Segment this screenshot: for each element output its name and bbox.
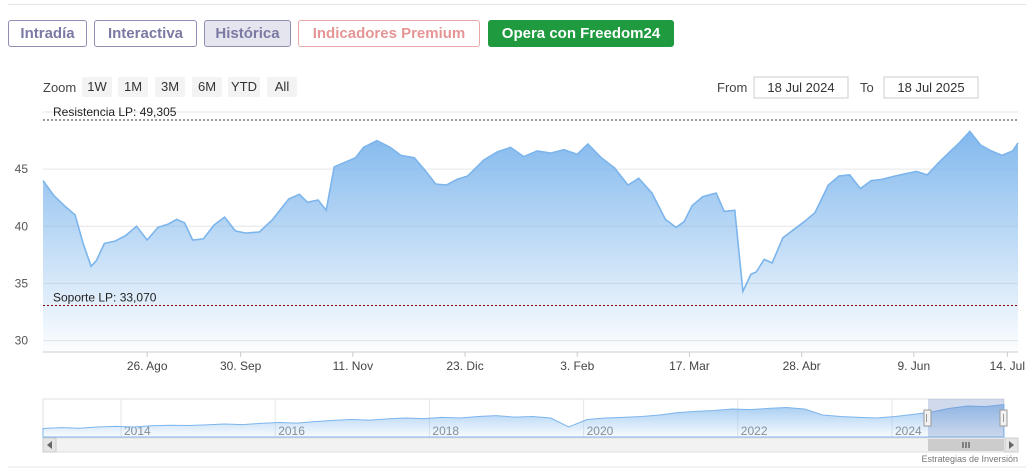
zoom-3m-button[interactable]: 3M: [161, 79, 179, 94]
chart-credit: Estrategias de Inversión: [921, 454, 1018, 464]
navigator-series: [42, 403, 1005, 438]
zoom-1m-button-bg[interactable]: [118, 77, 148, 97]
x-tick-label: 17. Mar: [669, 359, 710, 373]
chevron-left-icon: [47, 441, 52, 449]
price-area: [43, 131, 1018, 352]
zoom-buttons: 1W 1M 3M 6M YTD All: [82, 77, 297, 97]
x-tick-label: 30. Sep: [220, 359, 262, 373]
x-tick-label: 9. Jun: [897, 359, 930, 373]
zoom-6m-button[interactable]: 6M: [198, 79, 216, 94]
to-date-value: 18 Jul 2025: [897, 80, 964, 95]
from-date-value: 18 Jul 2024: [767, 80, 834, 95]
y-tick-label: 30: [15, 334, 29, 348]
y-tick-label: 35: [15, 276, 29, 290]
to-label: To: [860, 80, 874, 95]
zoom-3m-button-bg[interactable]: [155, 77, 185, 97]
from-date-input[interactable]: [753, 76, 849, 99]
opera-freedom24-button[interactable]: Opera con Freedom24: [488, 20, 674, 47]
level-label: Soporte LP: 33,070: [53, 290, 157, 304]
top-divider: [8, 4, 1026, 5]
scrollbar: [42, 437, 1019, 453]
zoom-label: Zoom: [43, 80, 76, 95]
navigator-left-handle[interactable]: [923, 409, 932, 427]
y-tick-label: 40: [15, 219, 29, 233]
x-tick-label: 14. Jul: [990, 359, 1025, 373]
zoom-6m-button-bg[interactable]: [192, 77, 222, 97]
zoom-1w-button-bg[interactable]: [82, 77, 112, 97]
support-resistance-levels: Resistencia LP: 49,305 Soporte LP: 33,070: [43, 105, 1018, 306]
y-axis-ticks: 30 35 40 45: [15, 162, 29, 347]
x-tick-label: 23. Dic: [446, 359, 483, 373]
zoom-ytd-button[interactable]: YTD: [231, 79, 257, 94]
tab-indicadores-premium[interactable]: Indicadores Premium: [298, 20, 480, 47]
x-tick-label: 3. Feb: [560, 359, 594, 373]
navigator: 201420162018202020222024: [42, 398, 1008, 438]
price-line: [42, 130, 1019, 295]
from-label: From: [717, 80, 747, 95]
y-tick-label: 45: [15, 162, 29, 176]
x-axis-ticks: 26. Ago 30. Sep 11. Nov 23. Dic 3. Feb 17. Ma…: [127, 352, 1025, 373]
x-tick-label: 11. Nov: [333, 359, 373, 373]
to-date-input[interactable]: [883, 76, 979, 99]
zoom-1m-button[interactable]: 1M: [124, 79, 142, 94]
zoom-ytd-button-bg[interactable]: [228, 77, 260, 97]
level-label: Resistencia LP: 49,305: [53, 105, 177, 119]
x-tick-label: 26. Ago: [127, 359, 168, 373]
navigator-selected-range[interactable]: [928, 399, 1004, 437]
chevron-right-icon: [1009, 441, 1014, 449]
tab-interactiva[interactable]: Interactiva: [94, 20, 197, 47]
scrollbar-track[interactable]: [42, 437, 1019, 453]
tab-historica[interactable]: Histórica: [204, 20, 291, 47]
tab-intradia[interactable]: Intradía: [8, 20, 87, 47]
zoom-1w-button[interactable]: 1W: [87, 79, 107, 94]
x-tick-label: 28. Abr: [783, 359, 821, 373]
zoom-all-button-bg[interactable]: [267, 77, 297, 97]
zoom-all-button[interactable]: All: [275, 79, 290, 94]
